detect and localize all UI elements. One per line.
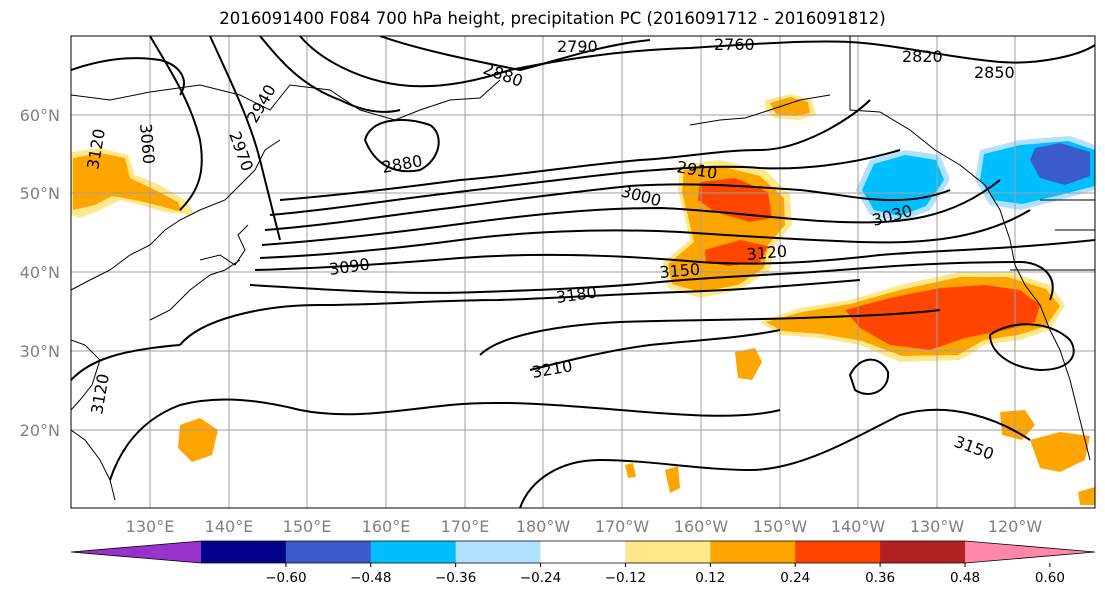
map-frame [70,35,1096,509]
colorbar-outline [70,540,1096,564]
height-contours [71,36,1095,508]
colorbar-tick-label: −0.24 [520,570,561,586]
colorbar-extend-min [71,541,201,563]
lon-label: 130°E [126,517,175,536]
colorbar-segment [370,541,457,563]
precip-patch-positive [735,348,762,380]
lon-label: 140°W [831,517,886,536]
precip-patch-positive [625,463,636,478]
longitude-labels: 130°E 140°E 150°E 160°E 170°E 180°W 170°… [126,517,1043,536]
lon-label: 170°E [441,517,490,536]
colorbar-segment [795,541,881,563]
lat-label: 50°N [20,184,60,203]
contour-label: 2940 [243,81,280,126]
colorbar-segment [540,541,626,563]
precip-patch-positive [705,240,768,266]
precip-patch-positive [1030,432,1090,472]
colorbar-tick-label: 0.12 [695,570,725,586]
lon-label: 150°E [283,517,332,536]
colorbar-tick-label: 0.36 [865,570,895,586]
contour-label: 3210 [530,356,573,382]
colorbar-tick-label: −0.12 [605,570,646,586]
lat-label: 40°N [20,263,60,282]
colorbar-tick-label: 0.24 [780,570,810,586]
colorbar-tick-label: −0.60 [265,570,306,586]
precip-patch-negative [1030,143,1090,185]
colorbar-segment [455,541,542,563]
colorbar-segment [710,541,796,563]
contour-label: 3150 [952,432,997,464]
colorbar-tick-label: 0.60 [1035,570,1065,586]
precip-patch-positive [178,418,218,462]
precip-patch-positive [665,466,680,493]
contour-label: 3060 [136,123,158,165]
contour-label: 2790 [557,37,598,56]
contour-label: 2760 [714,35,755,54]
lon-label: 150°W [753,517,808,536]
latitude-labels: 60°N 50°N 40°N 30°N 20°N [20,106,60,440]
contour-label: 3120 [87,372,113,415]
coastlines [71,36,1095,501]
colorbar-segment [285,541,372,563]
precip-patch-positive [1000,410,1035,440]
lon-label: 120°W [988,517,1043,536]
contour-label: 2820 [902,47,943,66]
lon-label: 140°E [205,517,254,536]
lat-label: 60°N [20,106,60,125]
colorbar-extend-max [965,541,1095,563]
colorbar-segment [201,541,287,563]
lon-label: 170°W [595,517,650,536]
contour-label: 3000 [619,182,663,211]
lat-label: 20°N [20,421,60,440]
lon-label: 180°W [516,517,571,536]
colorbar-tick-label: −0.36 [435,570,476,586]
contour-label: 3150 [659,260,701,282]
colorbar-segment [880,541,966,563]
precip-patch-positive [1078,487,1095,505]
graticule [71,36,1095,508]
lon-label: 130°W [910,517,965,536]
precip-patch-positive [73,153,182,212]
lon-label: 160°W [674,517,729,536]
lon-label: 160°E [362,517,411,536]
contour-label: 3180 [555,282,598,306]
contour-label: 3090 [328,254,371,278]
colorbar: −0.60 −0.48 −0.36 −0.24 −0.12 0.12 0.24 0.36 0.4… [70,540,1096,586]
contour-label: 2850 [974,63,1015,82]
contour-label: 2880 [481,59,526,91]
precip-patch-positive [845,285,1040,350]
contour-label: 2880 [380,151,423,177]
contour-label: 3120 [746,242,788,264]
colorbar-segment [625,541,711,563]
precipitation-fill [71,94,1095,505]
lat-label: 30°N [20,342,60,361]
map-title: 2016091400 F084 700 hPa height, precipit… [219,9,886,28]
colorbar-tick-label: 0.48 [950,570,980,586]
colorbar-tick-label: −0.48 [350,570,391,586]
